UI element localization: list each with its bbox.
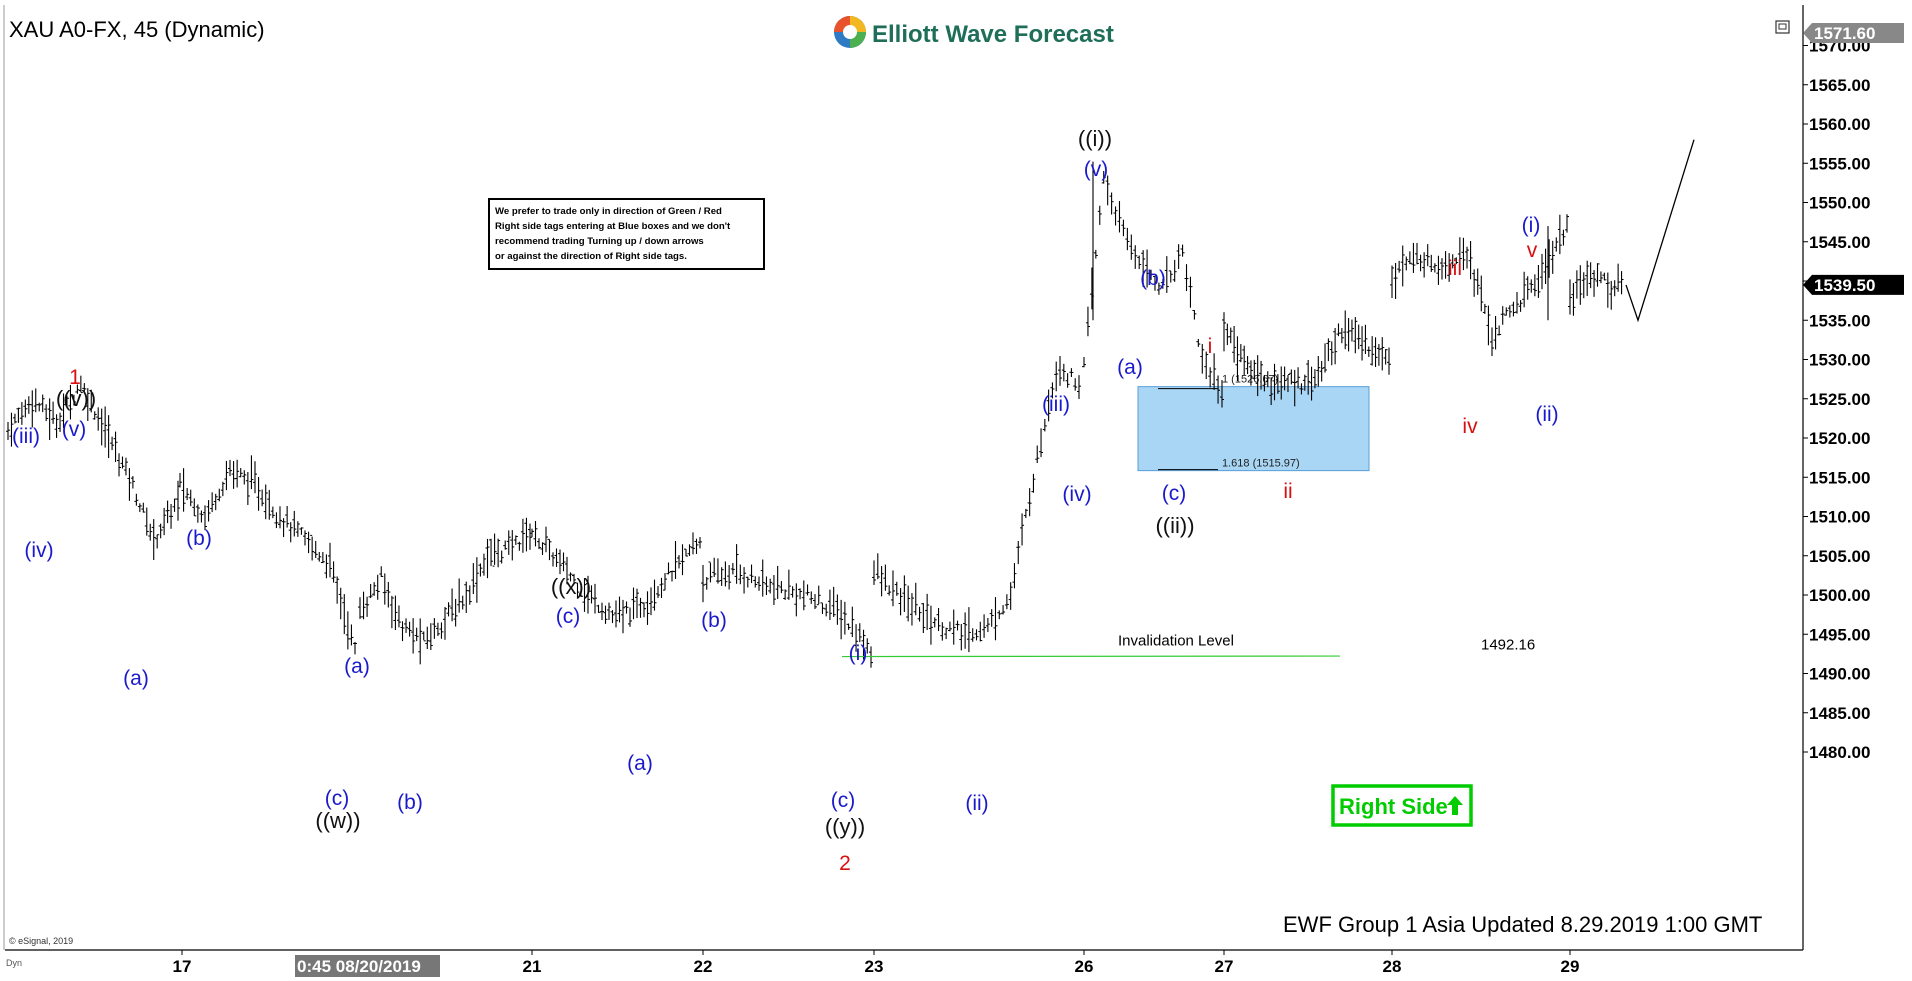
wave-label: iii: [1448, 257, 1462, 280]
price-bars: [6, 161, 1624, 668]
price-tick-label: 1545.00: [1809, 233, 1870, 252]
price-tick-label: 1510.00: [1809, 508, 1870, 527]
price-tick-label: 1485.00: [1809, 704, 1870, 723]
time-tick-label: 22: [694, 957, 713, 976]
notice-line-2: Right side tags entering at Blue boxes a…: [495, 221, 731, 232]
wave-labels: (iii)(iv)1((v))(v)(a)(b)(c)((w))(a)(b)((…: [12, 126, 1559, 875]
wave-label: iv: [1462, 415, 1478, 438]
time-tick-label: 28: [1383, 957, 1402, 976]
blue-box: [1137, 386, 1370, 472]
wave-label: ((x)): [551, 574, 591, 599]
time-axis[interactable]: 17 21 22 23 26 27 28 29 0:45 08/20/2019: [173, 950, 1580, 977]
price-axis[interactable]: 1570.001565.001560.001555.001550.001545.…: [1803, 22, 1904, 762]
arrow-up-icon: [1447, 796, 1463, 815]
wave-label: i: [1208, 335, 1213, 358]
notice-box: [488, 198, 765, 270]
projection-line: [1625, 139, 1695, 323]
wave-label: (b): [186, 527, 212, 550]
invalidation-group: Invalidation Level 1492.16: [841, 633, 1535, 658]
wave-label: (c): [325, 787, 350, 810]
wave-label: ((w)): [315, 808, 360, 833]
price-tick-label: 1560.00: [1809, 115, 1870, 134]
price-tick-label: 1525.00: [1809, 390, 1870, 409]
cursor-time-label: 0:45 08/20/2019: [297, 957, 421, 976]
wave-label: (c): [556, 605, 581, 628]
price-tick-label: 1550.00: [1809, 194, 1870, 213]
wave-label: ((i)): [1078, 126, 1112, 151]
notice-line-1: We prefer to trade only in direction of …: [495, 206, 722, 217]
price-tick-label: 1495.00: [1809, 625, 1870, 644]
wave-label: ((y)): [825, 814, 865, 839]
time-tick-label: 29: [1561, 957, 1580, 976]
time-tick-label: 17: [173, 957, 192, 976]
wave-label: (ii): [965, 792, 988, 815]
invalidation-value: 1492.16: [1481, 637, 1535, 654]
wave-label: (a): [1117, 356, 1143, 379]
wave-label: (b): [397, 791, 423, 814]
price-tick-label: 1480.00: [1809, 743, 1870, 762]
last-price-tag: [1803, 274, 1904, 295]
wave-label: (v): [1084, 158, 1109, 181]
wave-label: (c): [831, 789, 856, 812]
right-side-tag-frame: [1331, 784, 1473, 827]
ewf-globe-logo-icon: [834, 16, 866, 48]
projection-path: [1625, 139, 1695, 323]
time-tick-label: 27: [1215, 957, 1234, 976]
invalidation-label: Invalidation Level: [1118, 633, 1234, 650]
cursor-time-box: [295, 955, 440, 977]
notice-line-4: or against the direction of Right side t…: [495, 251, 687, 262]
brand-name: Elliott Wave Forecast: [872, 21, 1114, 48]
wave-label: ((ii)): [1155, 513, 1194, 538]
wave-label: ii: [1283, 480, 1292, 503]
copyright-footer: © eSignal, 2019: [9, 936, 73, 946]
blue-box-zone: 1 (1526.67) 1.618 (1515.97): [1137, 374, 1370, 472]
right-side-tag-label: Right Side: [1339, 794, 1448, 819]
wave-label: (i): [1522, 214, 1541, 237]
time-tick-label: 26: [1075, 957, 1094, 976]
update-footer: EWF Group 1 Asia Updated 8.29.2019 1:00 …: [1283, 912, 1762, 937]
price-tick-label: 1530.00: [1809, 351, 1870, 370]
top-price-tag: [1803, 22, 1904, 43]
price-tick-label: 1515.00: [1809, 468, 1870, 487]
restore-window-icon[interactable]: [1775, 20, 1790, 34]
wave-label: (ii): [1535, 403, 1558, 426]
wave-label: (a): [123, 667, 149, 690]
wave-label: (iii): [12, 425, 40, 448]
price-tick-label: 1535.00: [1809, 311, 1870, 330]
wave-label: v: [1527, 239, 1538, 262]
wave-label: (b): [701, 609, 727, 632]
fib-1-label: 1 (1526.67): [1222, 374, 1278, 386]
wave-label: (c): [1162, 482, 1187, 505]
time-tick-label: 23: [865, 957, 884, 976]
wave-label: (a): [344, 655, 370, 678]
notice-line-3: recommend trading Turning up / down arro…: [495, 236, 704, 247]
wave-label: (v): [62, 418, 87, 441]
top-price-tag-label: 1571.60: [1814, 24, 1875, 43]
price-tick-label: 1505.00: [1809, 547, 1870, 566]
wave-label: (iv): [24, 539, 53, 562]
price-tick-label: 1565.00: [1809, 76, 1870, 95]
last-price-tag-label: 1539.50: [1814, 276, 1875, 295]
wave-label: 1: [69, 366, 81, 389]
dyn-label: Dyn: [6, 958, 22, 968]
wave-label: (a): [627, 752, 653, 775]
time-tick-label: 21: [523, 957, 542, 976]
price-tick-label: 1520.00: [1809, 429, 1870, 448]
invalidation-line: [841, 655, 1341, 658]
wave-label: ((v)): [56, 386, 96, 411]
price-tick-label: 1490.00: [1809, 665, 1870, 684]
wave-label: (b): [1140, 267, 1166, 290]
wave-label: (iii): [1042, 393, 1070, 416]
wave-label: 2: [839, 852, 851, 875]
symbol-title: XAU A0-FX, 45 (Dynamic): [9, 17, 265, 42]
price-tick-label: 1555.00: [1809, 154, 1870, 173]
price-tick-label: 1500.00: [1809, 586, 1870, 605]
wave-label: (iv): [1062, 483, 1091, 506]
fib-1618-label: 1.618 (1515.97): [1222, 458, 1300, 470]
wave-label: (i): [849, 642, 868, 665]
